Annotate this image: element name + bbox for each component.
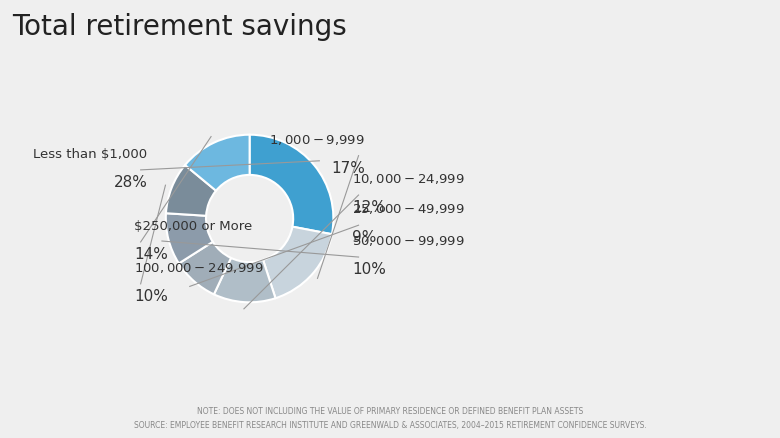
Text: SOURCE: EMPLOYEE BENEFIT RESEARCH INSTITUTE AND GREENWALD & ASSOCIATES, 2004–201: SOURCE: EMPLOYEE BENEFIT RESEARCH INSTIT…	[133, 420, 647, 429]
Text: Total retirement savings: Total retirement savings	[12, 13, 346, 41]
Wedge shape	[185, 135, 250, 191]
Wedge shape	[166, 214, 213, 264]
Text: $250,000 or More: $250,000 or More	[134, 219, 252, 233]
Wedge shape	[250, 135, 333, 235]
Text: $50,000-$99,999: $50,000-$99,999	[352, 233, 464, 247]
Wedge shape	[179, 242, 231, 295]
Text: $100,000-$249,999: $100,000-$249,999	[134, 260, 264, 274]
Text: 10%: 10%	[134, 288, 168, 304]
Wedge shape	[166, 166, 216, 216]
Text: $1,000-$9,999: $1,000-$9,999	[269, 132, 365, 146]
Text: 28%: 28%	[113, 175, 147, 190]
Text: 9%: 9%	[352, 230, 376, 245]
Text: NOTE: DOES NOT INCLUDING THE VALUE OF PRIMARY RESIDENCE OR DEFINED BENEFIT PLAN : NOTE: DOES NOT INCLUDING THE VALUE OF PR…	[197, 406, 583, 416]
Text: $10,000-$24,999: $10,000-$24,999	[352, 172, 464, 186]
Text: 10%: 10%	[352, 261, 386, 277]
Text: Less than $1,000: Less than $1,000	[34, 148, 147, 160]
Text: $25,000-$49,999: $25,000-$49,999	[352, 201, 464, 215]
Wedge shape	[214, 258, 275, 303]
Text: 14%: 14%	[134, 247, 168, 261]
Text: 12%: 12%	[352, 200, 386, 215]
Text: 17%: 17%	[332, 160, 365, 176]
Wedge shape	[263, 227, 332, 299]
